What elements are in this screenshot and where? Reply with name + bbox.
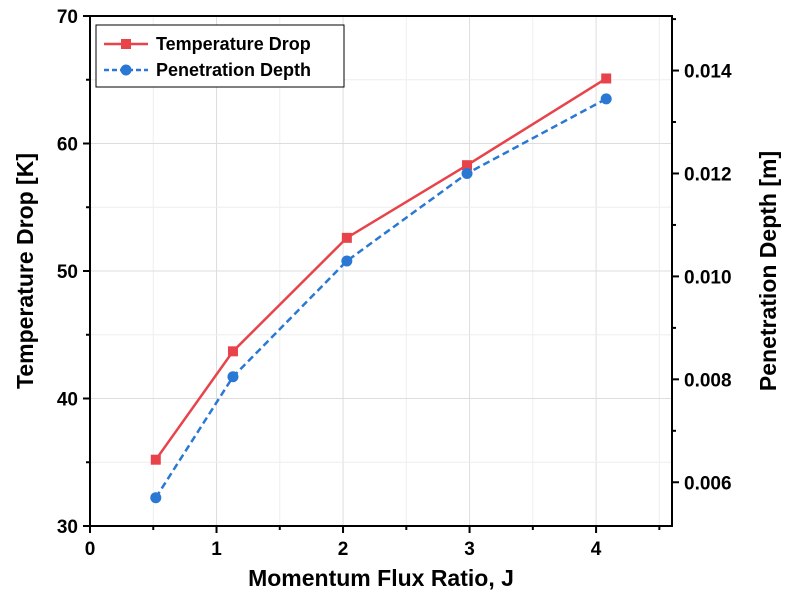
y-right-tick-label: 0.012 bbox=[684, 164, 732, 185]
data-point-circle bbox=[341, 255, 353, 267]
series-layer bbox=[150, 73, 612, 504]
y-left-tick-label: 60 bbox=[57, 135, 78, 156]
ticks: 0 1 2 3 4 30 40 50 60 70 0.006 0.008 0.010 0.012 0.014 bbox=[57, 7, 732, 560]
data-point-circle bbox=[150, 492, 162, 504]
legend-label-penetration-depth: Penetration Depth bbox=[156, 60, 311, 80]
x-axis-title: Momentum Flux Ratio, J bbox=[248, 565, 514, 591]
data-point-square bbox=[227, 346, 238, 357]
x-tick-label: 1 bbox=[211, 539, 222, 560]
data-point-circle bbox=[227, 371, 239, 383]
data-point-square bbox=[341, 232, 352, 243]
x-tick-label: 3 bbox=[464, 539, 475, 560]
y-right-tick-label: 0.008 bbox=[684, 370, 732, 391]
y-left-tick-label: 30 bbox=[57, 517, 78, 538]
y-axis-left-title: Temperature Drop [K] bbox=[12, 153, 38, 389]
series-line-1 bbox=[154, 97, 607, 499]
x-tick-label: 0 bbox=[85, 539, 96, 560]
legend: Temperature Drop Penetration Depth bbox=[95, 24, 345, 88]
data-point-square bbox=[601, 73, 612, 84]
legend-box bbox=[95, 24, 345, 88]
data-point-circle bbox=[600, 93, 612, 105]
y-right-tick-label: 0.014 bbox=[684, 62, 732, 83]
y-right-tick-label: 0.006 bbox=[684, 473, 732, 494]
series-temperature-drop bbox=[150, 73, 612, 465]
x-tick-label: 4 bbox=[591, 539, 602, 560]
data-point-square bbox=[462, 160, 473, 171]
legend-label-temperature-drop: Temperature Drop bbox=[156, 34, 311, 54]
y-left-tick-label: 70 bbox=[57, 7, 78, 28]
y-left-tick-label: 40 bbox=[57, 390, 78, 411]
x-tick-label: 2 bbox=[338, 539, 349, 560]
y-left-tick-label: 50 bbox=[57, 262, 78, 283]
legend-marker-penetration-depth bbox=[120, 64, 132, 76]
data-point-square bbox=[150, 454, 161, 465]
legend-marker-temperature-drop bbox=[121, 39, 131, 49]
series-penetration-depth bbox=[150, 93, 612, 504]
series-line-0 bbox=[154, 77, 607, 461]
data-point-circle bbox=[461, 167, 473, 179]
y-axis-right-title: Penetration Depth [m] bbox=[755, 151, 781, 391]
y-right-tick-label: 0.010 bbox=[684, 267, 732, 288]
